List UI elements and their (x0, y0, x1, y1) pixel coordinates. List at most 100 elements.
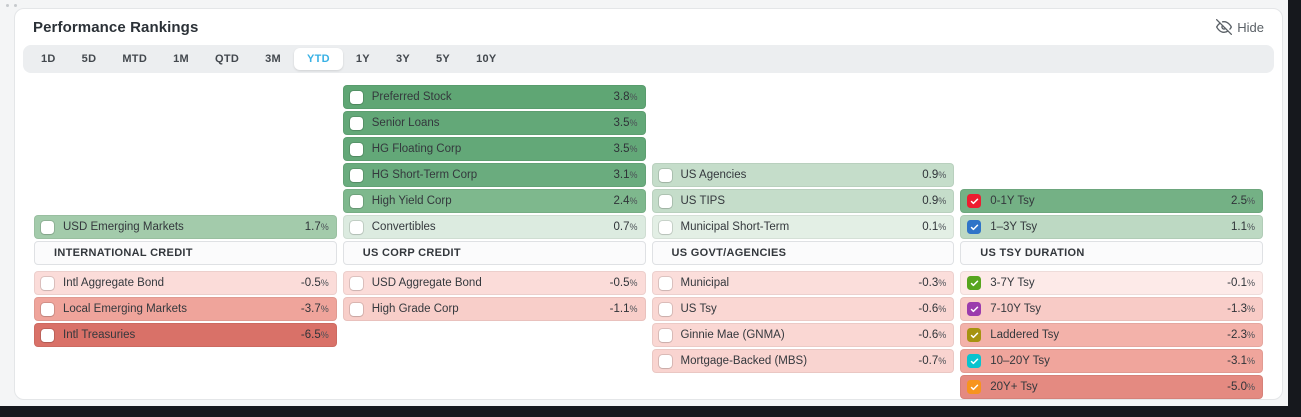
performance-bar-usd-emerging-markets[interactable]: USD Emerging Markets 1.7% (34, 215, 337, 239)
bar-value: -1.3% (1227, 303, 1255, 315)
bar-label: 1–3Y Tsy (990, 221, 1038, 233)
tab-5d[interactable]: 5D (69, 48, 110, 70)
performance-bar-intl-aggregate-bond[interactable]: Intl Aggregate Bond -0.5% (34, 271, 337, 295)
bar-label: HG Floating Corp (371, 143, 462, 155)
tab-ytd[interactable]: YTD (293, 48, 343, 70)
tab-10y[interactable]: 10Y (463, 48, 509, 70)
bar-label: Convertibles (371, 221, 436, 233)
checkbox-intl-aggregate-bond[interactable] (41, 276, 54, 290)
positive-stack: 0-1Y Tsy 2.5% 1–3Y Tsy 1.1% (960, 85, 1263, 241)
tab-1m[interactable]: 1M (160, 48, 202, 70)
positive-stack: USD Emerging Markets 1.7% (34, 85, 337, 241)
performance-bar-hg-short-term-corp[interactable]: HG Short-Term Corp 3.1% (342, 163, 646, 187)
performance-bar-1-3y-tsy[interactable]: 1–3Y Tsy 1.1% (960, 215, 1263, 239)
checkbox-us-agencies[interactable] (658, 168, 672, 182)
checked-checkbox-0-1y-tsy[interactable] (967, 194, 982, 208)
checkbox-us-tsy[interactable] (658, 302, 672, 316)
bar-value: -0.7% (918, 355, 947, 367)
bar-value: 0.9% (922, 169, 947, 181)
checkbox-usd-aggregate-bond[interactable] (349, 276, 363, 290)
bar-value: -3.7% (300, 303, 329, 315)
column-us-corp-credit: Preferred Stock 3.8% Senior Loans 3.5% HG Fl… (342, 85, 646, 399)
tab-3m[interactable]: 3M (252, 48, 294, 70)
bar-label: Preferred Stock (371, 91, 452, 103)
checkbox-high-yield-corp[interactable] (349, 194, 363, 208)
performance-bar-hg-floating-corp[interactable]: HG Floating Corp 3.5% (342, 137, 646, 161)
performance-bar-intl-treasuries[interactable]: Intl Treasuries -6.5% (34, 323, 337, 347)
bar-label: Ginnie Mae (GNMA) (680, 329, 785, 341)
positive-stack: US Agencies 0.9% US TIPS 0.9% Municipal Shor… (651, 85, 955, 241)
checkbox-hg-short-term-corp[interactable] (349, 168, 363, 182)
bar-value: -0.5% (300, 277, 329, 289)
performance-bar-laddered-tsy[interactable]: Laddered Tsy -2.3% (960, 323, 1263, 347)
checked-checkbox-laddered-tsy[interactable] (967, 328, 982, 342)
performance-bar-high-grade-corp[interactable]: High Grade Corp -1.1% (342, 297, 646, 321)
performance-bar-preferred-stock[interactable]: Preferred Stock 3.8% (342, 85, 646, 109)
bar-label: US TIPS (680, 195, 726, 207)
performance-bar-convertibles[interactable]: Convertibles 0.7% (342, 215, 646, 239)
checked-checkbox-10-20y-tsy[interactable] (967, 354, 982, 368)
bar-value: 0.1% (922, 221, 947, 233)
checkbox-municipal-short-term[interactable] (658, 220, 672, 234)
checkbox-intl-treasuries[interactable] (41, 328, 54, 342)
checkbox-hg-floating-corp[interactable] (349, 142, 363, 156)
bar-value: 0.9% (922, 195, 947, 207)
tab-1y[interactable]: 1Y (343, 48, 383, 70)
performance-bar-us-tsy[interactable]: US Tsy -0.6% (651, 297, 955, 321)
negative-stack: Intl Aggregate Bond -0.5% Local Emerging M… (34, 271, 337, 349)
performance-bar-local-emerging-markets[interactable]: Local Emerging Markets -3.7% (34, 297, 337, 321)
checked-checkbox-7-10y-tsy[interactable] (967, 302, 982, 316)
bar-label: High Grade Corp (371, 303, 459, 315)
dark-frame-right (1288, 0, 1301, 417)
checked-checkbox-3-7y-tsy[interactable] (967, 276, 982, 290)
performance-bar-20y-tsy[interactable]: 20Y+ Tsy -5.0% (960, 375, 1263, 399)
bar-label: USD Aggregate Bond (371, 277, 482, 289)
panel-header: Performance Rankings Hide (23, 9, 1274, 45)
checkbox-high-grade-corp[interactable] (349, 302, 363, 316)
column-us-tsy-duration: 0-1Y Tsy 2.5% 1–3Y Tsy 1.1% US TSY DURATION 3… (960, 85, 1263, 399)
hide-button[interactable]: Hide (1216, 19, 1264, 35)
performance-bar-ginnie-mae-gnma[interactable]: Ginnie Mae (GNMA) -0.6% (651, 323, 955, 347)
eye-off-icon (1216, 19, 1233, 35)
category-header-us-govt-agencies: US GOVT/AGENCIES (651, 241, 955, 265)
tab-3y[interactable]: 3Y (383, 48, 423, 70)
checkbox-municipal[interactable] (658, 276, 672, 290)
performance-bar-municipal-short-term[interactable]: Municipal Short-Term 0.1% (651, 215, 955, 239)
checkbox-usd-emerging-markets[interactable] (41, 220, 54, 234)
performance-bar-10-20y-tsy[interactable]: 10–20Y Tsy -3.1% (960, 349, 1263, 373)
checked-checkbox-1-3y-tsy[interactable] (967, 220, 982, 234)
rankings-grid: USD Emerging Markets 1.7% INTERNATIONAL CR… (23, 85, 1274, 399)
tab-mtd[interactable]: MTD (109, 48, 160, 70)
bar-value: -0.5% (609, 277, 638, 289)
checkbox-ginnie-mae-gnma[interactable] (658, 328, 672, 342)
bar-value: 1.1% (1230, 221, 1255, 233)
checkbox-convertibles[interactable] (349, 220, 363, 234)
performance-bar-7-10y-tsy[interactable]: 7-10Y Tsy -1.3% (960, 297, 1263, 321)
bar-value: -0.6% (918, 329, 947, 341)
bar-label: 7-10Y Tsy (990, 303, 1041, 315)
bar-label: Municipal Short-Term (680, 221, 790, 233)
tab-qtd[interactable]: QTD (202, 48, 252, 70)
tab-1d[interactable]: 1D (28, 48, 69, 70)
performance-bar-mortgage-backed-mbs[interactable]: Mortgage-Backed (MBS) -0.7% (651, 349, 955, 373)
category-header-us-corp-credit: US CORP CREDIT (342, 241, 646, 265)
performance-bar-us-tips[interactable]: US TIPS 0.9% (651, 189, 955, 213)
tab-5y[interactable]: 5Y (423, 48, 463, 70)
dark-frame-bottom (0, 406, 1301, 417)
performance-bar-us-agencies[interactable]: US Agencies 0.9% (651, 163, 955, 187)
checkbox-senior-loans[interactable] (349, 116, 363, 130)
checkbox-mortgage-backed-mbs[interactable] (658, 354, 672, 368)
bar-value: -6.5% (300, 329, 329, 341)
performance-bar-usd-aggregate-bond[interactable]: USD Aggregate Bond -0.5% (342, 271, 646, 295)
bar-label: US Agencies (680, 169, 747, 181)
checkbox-us-tips[interactable] (658, 194, 672, 208)
checkbox-local-emerging-markets[interactable] (41, 302, 54, 316)
bar-label: 3-7Y Tsy (990, 277, 1035, 289)
performance-bar-0-1y-tsy[interactable]: 0-1Y Tsy 2.5% (960, 189, 1263, 213)
performance-bar-senior-loans[interactable]: Senior Loans 3.5% (342, 111, 646, 135)
checked-checkbox-20y-tsy[interactable] (967, 380, 982, 394)
performance-bar-high-yield-corp[interactable]: High Yield Corp 2.4% (342, 189, 646, 213)
performance-bar-municipal[interactable]: Municipal -0.3% (651, 271, 955, 295)
checkbox-preferred-stock[interactable] (349, 90, 363, 104)
performance-bar-3-7y-tsy[interactable]: 3-7Y Tsy -0.1% (960, 271, 1263, 295)
